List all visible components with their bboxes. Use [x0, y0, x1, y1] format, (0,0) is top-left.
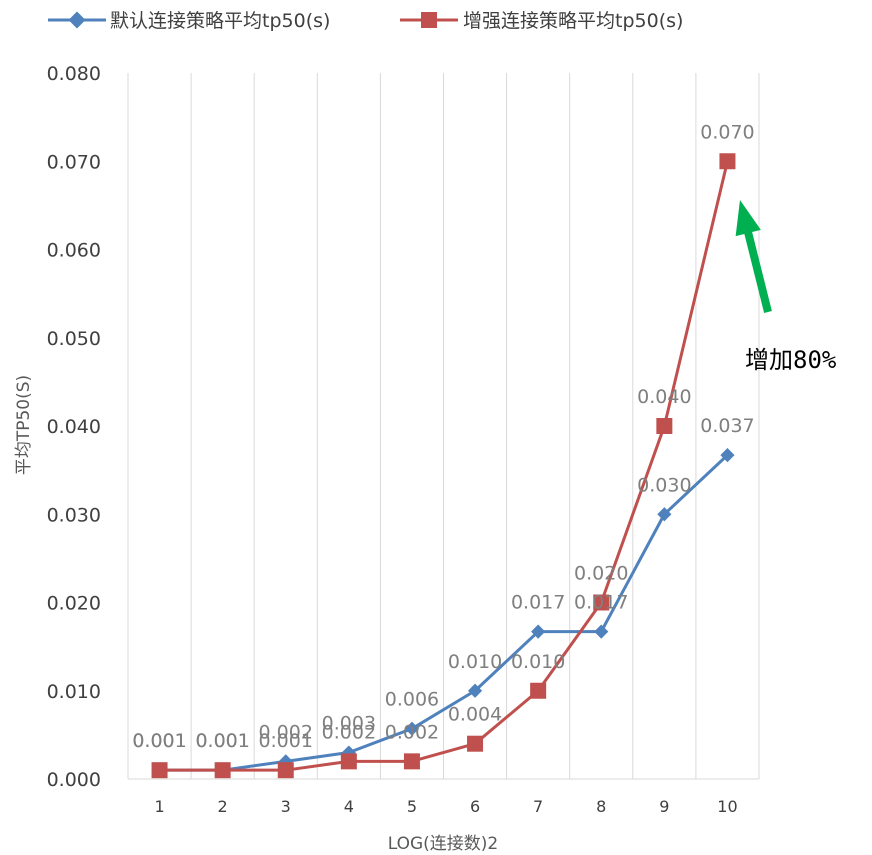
legend-marker-default [68, 11, 86, 29]
data-label: 0.040 [637, 386, 691, 408]
data-point [151, 762, 168, 779]
x-tick-label: 4 [344, 797, 354, 816]
growth-arrow-icon [735, 200, 772, 313]
x-tick-label: 8 [596, 797, 606, 816]
y-tick-label: 0.020 [47, 593, 101, 615]
data-point [403, 753, 420, 770]
x-tick-label: 5 [407, 797, 417, 816]
data-label: 0.030 [637, 474, 691, 496]
x-tick-label: 7 [533, 797, 543, 816]
legend-marker-enhanced [421, 12, 437, 28]
series-line-0 [159, 454, 729, 772]
y-tick-label: 0.040 [47, 416, 101, 438]
x-axis-title: LOG(连接数)2 [388, 834, 499, 854]
data-point [467, 683, 483, 698]
x-tick-label: 10 [717, 797, 737, 816]
data-label: 0.001 [195, 730, 249, 752]
legend-item-default: 默认连接策略平均tp50(s) [48, 10, 330, 32]
data-label: 0.002 [259, 721, 313, 743]
data-label: 0.037 [700, 415, 754, 437]
x-tick-label: 3 [281, 797, 291, 816]
data-label: 0.001 [195, 730, 249, 752]
data-point [467, 735, 484, 752]
legend-label-default: 默认连接策略平均tp50(s) [110, 10, 330, 32]
data-label: 0.001 [132, 730, 186, 752]
x-axis-ticks: 1 2 3 4 5 6 7 8 9 10 [154, 797, 737, 816]
data-point [656, 418, 673, 434]
data-label: 0.017 [574, 592, 628, 614]
data-label: 0.006 [385, 689, 439, 711]
data-label: 0.004 [448, 704, 502, 726]
growth-annotation-text: 增加80% [745, 346, 837, 374]
y-axis-ticks: 0.000 0.010 0.020 0.030 0.040 0.050 0.060 0.070… [47, 63, 101, 791]
legend-item-enhanced: 增强连接策略平均tp50(s) [400, 10, 683, 32]
data-label: 0.002 [322, 721, 376, 743]
data-point [719, 153, 736, 170]
y-axis-title: 平均TP50(S) [14, 375, 34, 475]
data-point [593, 594, 610, 611]
x-tick-label: 9 [659, 797, 669, 816]
data-point [277, 762, 294, 779]
data-point [340, 753, 357, 770]
x-tick-label: 6 [470, 797, 480, 816]
legend-label-enhanced: 增强连接策略平均tp50(s) [463, 10, 683, 32]
data-label: 0.001 [132, 730, 186, 752]
y-tick-label: 0.000 [47, 769, 101, 791]
y-tick-label: 0.010 [47, 681, 101, 703]
data-label: 0.070 [700, 121, 754, 143]
y-tick-label: 0.050 [47, 328, 101, 350]
legend: 默认连接策略平均tp50(s) 增强连接策略平均tp50(s) [48, 10, 683, 32]
data-point [657, 507, 672, 522]
data-label: 0.001 [259, 730, 313, 752]
growth-annotation: 增加80% [735, 200, 837, 374]
data-label: 0.020 [574, 563, 628, 585]
data-point [531, 624, 546, 639]
data-label: 0.017 [511, 592, 565, 614]
y-tick-label: 0.060 [47, 240, 101, 262]
data-point [404, 721, 420, 736]
series-group [151, 153, 736, 779]
x-tick-label: 1 [154, 797, 164, 816]
series-line-1 [159, 160, 729, 772]
data-point [530, 682, 547, 699]
data-label: 0.002 [385, 721, 439, 743]
y-tick-label: 0.080 [47, 63, 101, 85]
data-point [214, 762, 231, 779]
data-point [594, 624, 609, 639]
data-label: 0.010 [511, 651, 565, 673]
data-label: 0.003 [322, 713, 376, 735]
grid [127, 73, 760, 780]
data-point [720, 448, 735, 463]
data-label: 0.010 [448, 651, 502, 673]
x-tick-label: 2 [218, 797, 228, 816]
y-tick-label: 0.070 [47, 151, 101, 173]
y-tick-label: 0.030 [47, 504, 101, 526]
